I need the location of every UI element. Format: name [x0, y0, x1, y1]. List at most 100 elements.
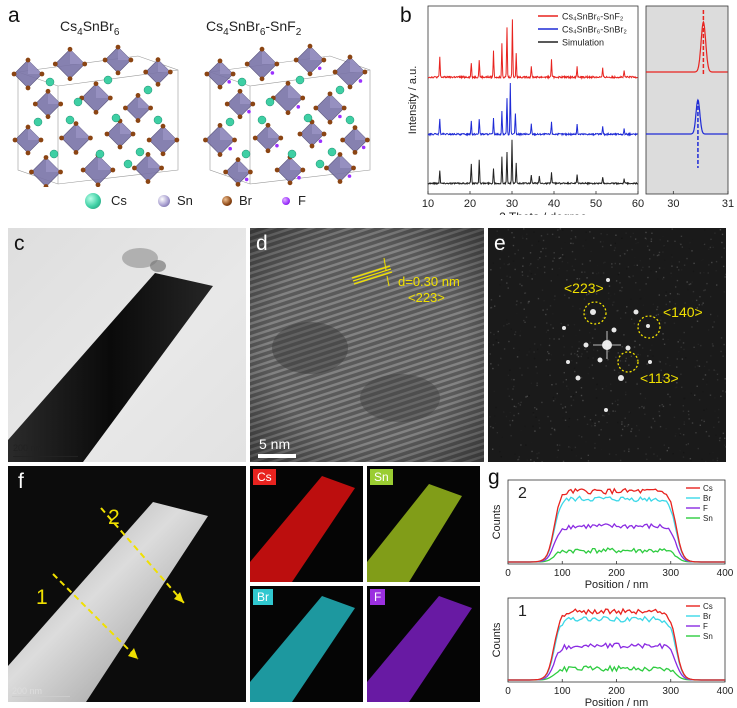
legend-label-br: Br: [239, 193, 252, 208]
fft-noise: [681, 246, 684, 248]
fft-noise: [615, 280, 618, 282]
fft-noise: [573, 367, 576, 369]
fft-noise: [678, 261, 681, 263]
fft-noise: [633, 256, 636, 259]
fft-noise: [713, 369, 715, 371]
legend-entry: Sn: [703, 514, 713, 523]
fft-noise: [689, 457, 692, 460]
fft-noise: [489, 346, 491, 349]
fft-noise: [558, 257, 561, 260]
fft-noise: [534, 343, 536, 345]
fft-noise: [691, 238, 694, 241]
fft-noise: [683, 423, 685, 426]
fft-noise: [521, 274, 524, 276]
fft-noise: [558, 444, 561, 446]
cs-atom: [257, 115, 267, 125]
fft-noise: [585, 441, 587, 443]
fft-noise: [511, 398, 514, 401]
fft-noise: [617, 403, 619, 406]
fft-noise: [707, 329, 710, 331]
br-atom: [52, 61, 58, 67]
fft-noise: [595, 397, 598, 399]
br-atom: [104, 131, 110, 137]
cs-atom: [95, 149, 105, 159]
fft-noise: [662, 379, 665, 382]
f-atom: [296, 105, 301, 109]
fft-noise: [647, 276, 649, 279]
fft-noise: [496, 387, 499, 389]
fft-noise: [601, 448, 603, 451]
fft-noise: [670, 272, 672, 274]
fft-noise: [683, 421, 686, 423]
fft-noise: [709, 299, 711, 301]
fft-noise: [678, 293, 680, 296]
f-atom: [338, 114, 342, 119]
fft-noise: [675, 307, 677, 309]
diffraction-spot: [575, 375, 581, 381]
fft-noise: [583, 415, 586, 418]
fft-noise: [490, 269, 492, 271]
br-atom: [130, 131, 136, 137]
br-atom: [217, 123, 223, 128]
fft-noise: [529, 264, 531, 267]
fft-noise: [529, 252, 532, 254]
legend-entry: Sn: [703, 632, 713, 641]
cs-atom: [345, 115, 355, 125]
fft-noise: [553, 338, 555, 340]
spot-circle-140: [637, 315, 661, 339]
fft-noise: [606, 421, 608, 424]
fft-noise: [645, 238, 648, 240]
fft-noise: [653, 453, 655, 455]
fft-noise: [553, 257, 556, 259]
fft-noise: [724, 276, 726, 278]
fft-noise: [495, 339, 498, 341]
cs-atom: [65, 115, 75, 125]
fft-noise: [556, 228, 558, 230]
fft-noise: [594, 422, 596, 425]
fft-noise: [608, 438, 611, 441]
fft-noise: [680, 373, 682, 375]
fft-noise: [597, 272, 600, 274]
fft-noise: [581, 271, 583, 273]
y-axis-label: Counts: [491, 504, 503, 539]
fft-noise: [511, 232, 513, 234]
fft-noise: [709, 394, 712, 396]
fft-noise: [541, 289, 544, 291]
fft-noise: [564, 294, 566, 296]
fft-noise: [516, 356, 519, 358]
x-tick-label: 30: [506, 198, 518, 210]
fft-noise: [596, 264, 598, 267]
br-atom: [135, 93, 141, 98]
fft-noise: [496, 230, 498, 232]
fft-noise: [716, 315, 719, 317]
fft-noise: [507, 287, 509, 289]
fft-noise: [587, 304, 590, 306]
fft-noise: [540, 235, 543, 237]
fft-noise: [580, 387, 583, 389]
fft-noise: [513, 405, 516, 408]
fft-noise: [570, 395, 572, 398]
fft-noise: [657, 313, 660, 316]
fft-noise: [634, 423, 636, 425]
fft-noise: [593, 349, 595, 351]
fft-noise: [550, 420, 552, 422]
br-atom: [82, 61, 88, 67]
br-atom: [217, 84, 223, 90]
fft-noise: [513, 236, 515, 239]
fft-noise: [711, 261, 713, 264]
fft-noise: [637, 241, 639, 244]
fft-noise: [696, 385, 698, 388]
fft-noise: [594, 291, 597, 293]
fft-noise: [612, 410, 614, 412]
fft-noise: [639, 393, 642, 395]
fft-noise: [595, 388, 597, 390]
fft-noise: [617, 273, 620, 276]
fft-noise: [493, 305, 496, 307]
fft-noise: [611, 402, 614, 405]
br-atom: [321, 57, 327, 63]
br-atom: [67, 76, 73, 82]
fft-noise: [701, 318, 704, 320]
fft-noise: [652, 303, 655, 306]
octahedron-face: [163, 126, 177, 140]
fft-noise: [519, 330, 522, 332]
